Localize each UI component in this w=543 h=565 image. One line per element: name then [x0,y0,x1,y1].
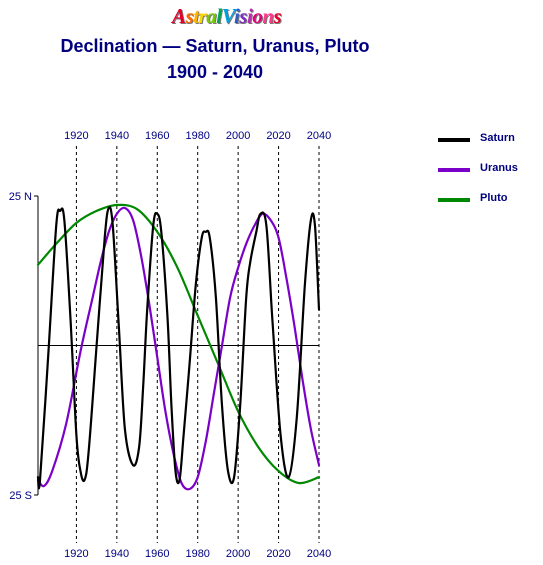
legend-swatch [438,138,470,142]
logo-letter: s [273,4,282,28]
legend-item-saturn: Saturn [438,132,538,162]
logo-letter: r [198,4,207,28]
legend-label: Pluto [480,192,508,204]
y-tick-label: 25 S [9,490,32,502]
logo-letter: t [193,4,199,28]
series-line-uranus [36,206,321,491]
logo-letter: o [252,4,263,28]
x-tick-label-bottom: 1960 [145,548,169,560]
legend-item-pluto: Pluto [438,192,538,222]
x-tick-label-bottom: 1980 [185,548,209,560]
x-tick-label-bottom: 2020 [266,548,290,560]
x-tick-label-top: 2000 [226,130,250,142]
x-tick-label-top: 1980 [185,130,209,142]
logo-letter: i [246,4,253,28]
x-tick-label-bottom: 2040 [307,548,331,560]
logo-letter: i [233,4,240,28]
x-tick-label-bottom: 1920 [64,548,88,560]
chart-title: Declination — Saturn, Uranus, Pluto [60,36,370,56]
x-tick-label-top: 1960 [145,130,169,142]
legend-item-uranus: Uranus [438,162,538,192]
series-line-saturn [36,206,321,490]
logo-letter: n [262,4,274,28]
logo-letter: a [206,4,217,28]
chart-legend: Saturn Uranus Pluto [438,132,538,222]
legend-swatch [438,198,470,202]
chart-subtitle: 1900 - 2040 [166,62,264,82]
x-tick-label-top: 2020 [266,130,290,142]
x-tick-label-top: 1920 [64,130,88,142]
x-tick-label-bottom: 2000 [226,548,250,560]
x-tick-label-top: 2040 [307,130,331,142]
y-tick-label: 25 N [9,191,32,203]
logo-letter: s [185,4,194,28]
logo-letter: s [239,4,247,28]
logo-letter: V [221,4,235,28]
legend-label: Uranus [480,162,518,174]
series-line-pluto [36,203,321,485]
x-tick-label-bottom: 1940 [105,548,129,560]
astralvisions-logo: AstralVisions [172,4,282,29]
logo-letter: l [216,4,222,28]
legend-label: Saturn [480,132,515,144]
x-tick-label-top: 1940 [105,130,129,142]
logo-letter: A [172,4,186,28]
legend-swatch [438,168,470,172]
